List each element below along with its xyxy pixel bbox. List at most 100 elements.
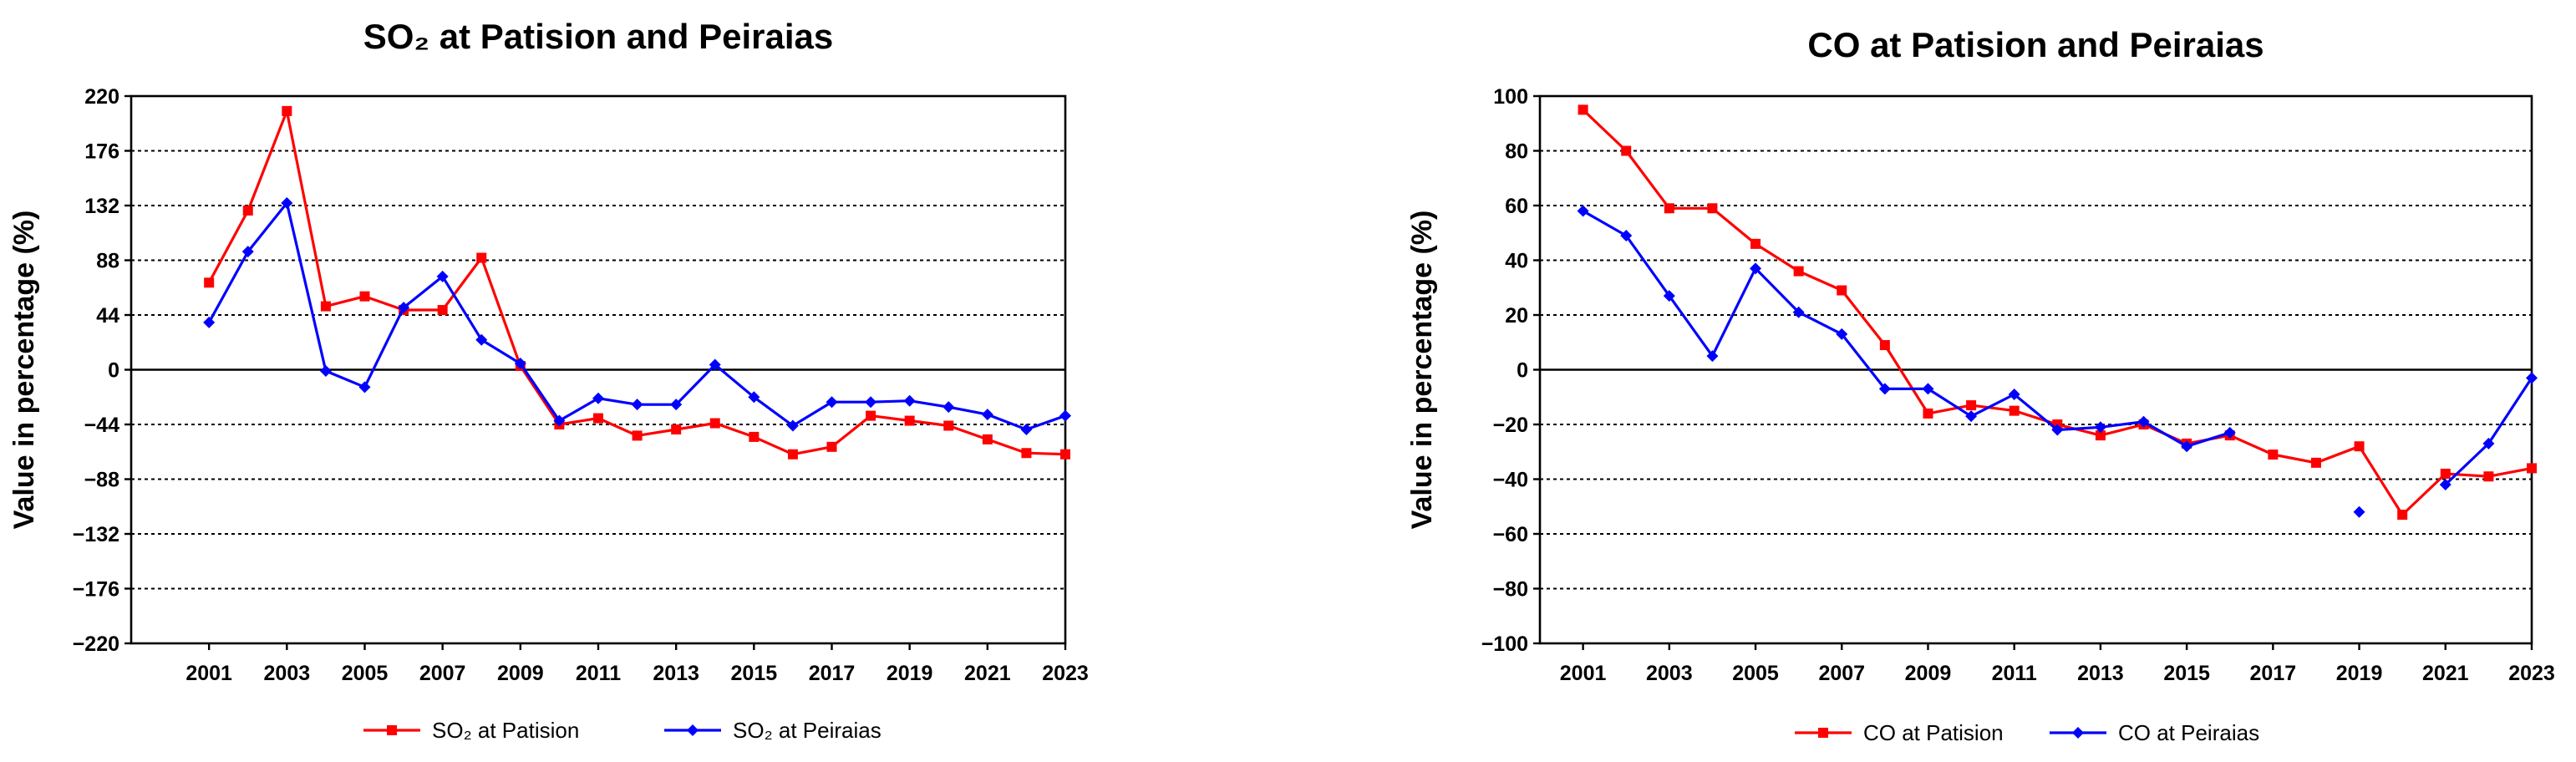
data-point (981, 409, 993, 421)
data-point (1922, 383, 1934, 395)
data-point (436, 270, 449, 282)
data-point (514, 358, 526, 370)
x-tick-label: 2011 (1992, 662, 2037, 685)
x-tick-label: 2023 (1042, 662, 1089, 685)
y-tick-label: 132 (84, 195, 119, 218)
legend-marker (2072, 727, 2084, 739)
plot-frame (1538, 94, 2533, 645)
data-point (476, 252, 487, 263)
chart-title: CO at Patision and Peiraias (1807, 25, 2264, 64)
y-tick-label: −20 (1493, 414, 1528, 437)
data-point (2397, 510, 2408, 521)
data-point (2137, 415, 2150, 428)
data-point (2181, 440, 2193, 453)
x-tick-label: 2005 (342, 662, 389, 685)
data-point (593, 413, 603, 424)
data-point (670, 399, 683, 411)
series-line (207, 201, 1066, 431)
data-point (1706, 350, 1719, 363)
y-tick-label: 0 (1517, 359, 1528, 383)
x-tick-label: 2015 (2163, 662, 2210, 685)
legend-label: SO₂ at Peiraias (733, 718, 882, 743)
x-tick-label: 2019 (887, 662, 933, 685)
data-point (2439, 479, 2452, 491)
plot-frame (130, 94, 1067, 645)
data-point (943, 401, 955, 414)
y-tick-label: −176 (73, 578, 119, 602)
data-point (2310, 457, 2321, 468)
series-1 (1578, 104, 2537, 521)
data-point (787, 449, 798, 460)
y-tick-label: 88 (96, 250, 119, 273)
data-point (241, 246, 254, 258)
x-tick-label: 2007 (419, 662, 466, 685)
x-tick-label: 2011 (576, 662, 621, 685)
data-point (1965, 410, 1978, 423)
y-tick-label: −100 (1481, 632, 1528, 656)
series-2 (1577, 205, 2538, 518)
data-point (437, 305, 448, 316)
data-point (1021, 448, 1032, 459)
data-point (866, 410, 876, 421)
x-tick-label: 2013 (653, 662, 699, 685)
data-point (2526, 372, 2538, 384)
data-point (1620, 230, 1633, 242)
data-point (1059, 409, 1071, 422)
data-point (1793, 266, 1804, 277)
series-2 (203, 197, 1071, 435)
data-point (1966, 400, 1977, 411)
data-point (1923, 408, 1933, 419)
data-point (2094, 421, 2106, 434)
data-point (359, 291, 370, 302)
legend: CO at Patision CO at Peiraias (1795, 720, 2259, 745)
chart-1: SO₂ at Patision and Peiraias Value in per… (8, 17, 1089, 743)
data-point (943, 420, 954, 431)
y-tick-label: −220 (73, 632, 119, 656)
data-point (631, 399, 643, 411)
data-point (671, 424, 682, 434)
legend-marker (1818, 728, 1828, 738)
y-tick-label: 80 (1505, 140, 1528, 164)
data-point (1020, 423, 1033, 435)
data-point (748, 391, 760, 404)
data-point (1578, 104, 1588, 115)
series-line (1582, 109, 2533, 516)
data-point (358, 381, 371, 394)
y-tick-label: 20 (1505, 304, 1528, 328)
data-point (553, 414, 566, 427)
data-point (749, 431, 760, 442)
data-point (2483, 471, 2494, 482)
data-point (281, 197, 293, 210)
x-tick-label: 2023 (2508, 662, 2555, 685)
data-point (2268, 450, 2279, 460)
data-point (398, 302, 410, 314)
x-tick-label: 2017 (2250, 662, 2297, 685)
data-point (826, 396, 838, 409)
chart-title: SO₂ at Patision and Peiraias (363, 17, 834, 56)
data-point (2527, 463, 2537, 474)
data-point (2354, 441, 2365, 452)
data-point (1750, 238, 1761, 249)
data-point (1060, 449, 1070, 460)
x-tick-label: 2009 (497, 662, 544, 685)
data-point (320, 301, 331, 312)
data-point (904, 415, 915, 426)
data-point (1879, 340, 1890, 351)
data-point (1878, 383, 1891, 395)
data-point (2223, 426, 2236, 439)
data-point (632, 430, 643, 441)
data-point (982, 434, 993, 444)
x-tick-label: 2021 (2422, 662, 2469, 685)
y-tick-label: 176 (84, 140, 119, 164)
data-point (2008, 388, 2020, 400)
data-point (2482, 437, 2495, 450)
data-point (1577, 205, 1589, 217)
data-point (204, 277, 215, 288)
data-point (2440, 468, 2451, 479)
y-tick-label: −44 (84, 414, 120, 437)
data-point (826, 441, 837, 452)
y-axis-label: Value in percentage (%) (8, 211, 40, 530)
series-line (2444, 377, 2533, 486)
legend: SO₂ at Patision SO₂ at Peiraias (363, 718, 882, 743)
